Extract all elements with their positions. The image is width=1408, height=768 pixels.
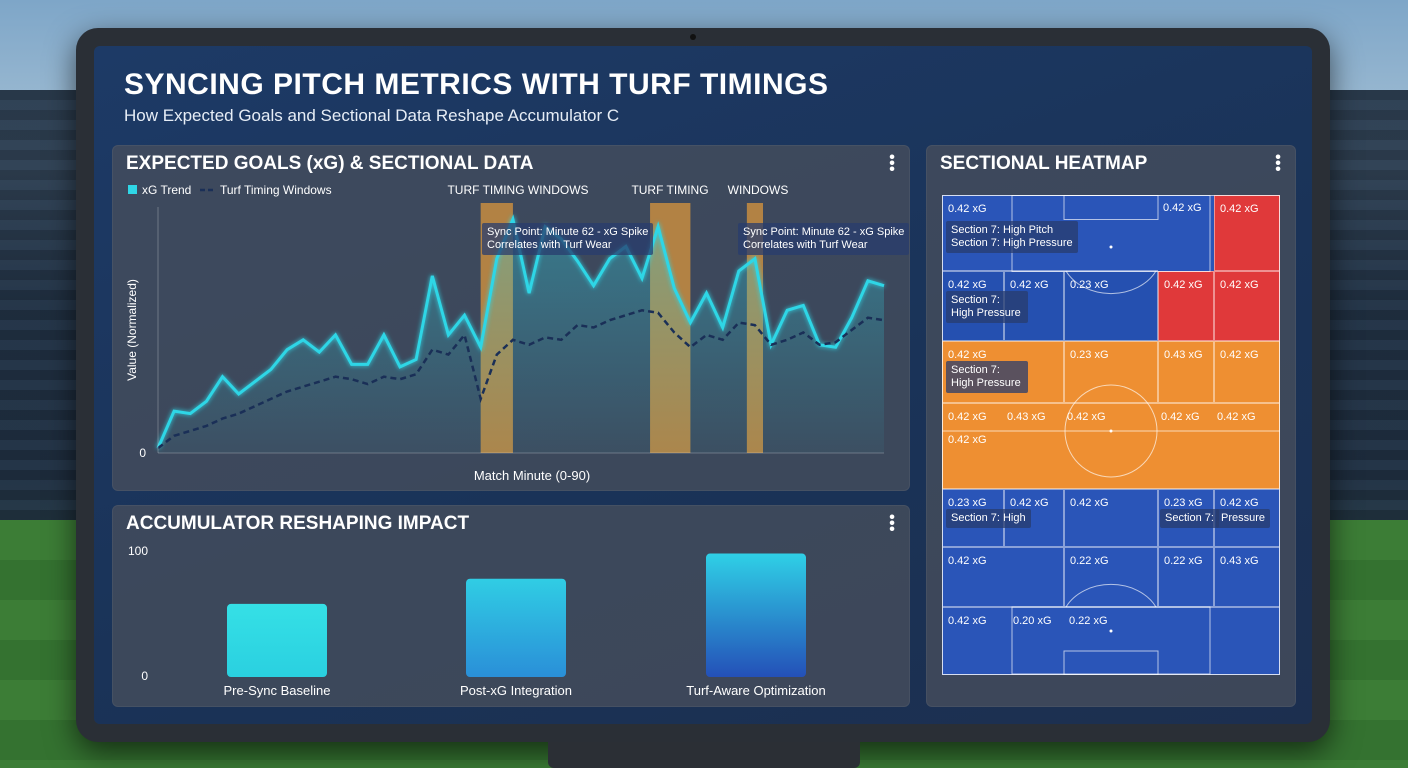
- monitor-stand: [548, 742, 860, 768]
- cell-value: 0.42 xG: [1164, 279, 1203, 291]
- sync-point-callout: Sync Point: Minute 62 - xG Spike Correla…: [738, 223, 910, 255]
- y-axis-label: Value (Normalized): [125, 279, 139, 381]
- bar[interactable]: [466, 578, 566, 677]
- bar[interactable]: [227, 603, 327, 677]
- accumulator-panel-title: ACCUMULATOR RESHAPING IMPACT: [126, 513, 470, 534]
- cell-value: 0.23 xG: [1070, 349, 1109, 361]
- page-title: SYNCING PITCH METRICS WITH TURF TIMINGS: [124, 68, 829, 101]
- heatmap-cell[interactable]: 0.42 xG: [1214, 341, 1280, 403]
- heatmap-cell[interactable]: 0.42 xG: [1214, 195, 1280, 271]
- heatmap-cell[interactable]: 0.42 xG: [1064, 489, 1158, 547]
- callout-line: Correlates with Turf Wear: [743, 239, 868, 251]
- heatmap-cell[interactable]: 0.42 xG: [1158, 195, 1214, 271]
- cell-value: 0.42 xG: [948, 555, 987, 567]
- cell-value: 0.42 xG: [1067, 411, 1106, 423]
- cell-value: 0.42 xG: [1070, 497, 1109, 509]
- window-label: WINDOWS: [728, 183, 789, 197]
- cell-value: 0.42 xG: [948, 434, 987, 446]
- cell-value: 0.43 xG: [1007, 411, 1046, 423]
- xg-trend-line: [156, 214, 885, 449]
- cell-value: 0.42 xG: [1217, 411, 1256, 423]
- section-label-line: Section 7: High Pressure: [951, 237, 1073, 249]
- cell-value: 0.42 xG: [1010, 279, 1049, 291]
- page-subtitle: How Expected Goals and Sectional Data Re…: [124, 106, 620, 125]
- callout-line: Sync Point: Minute 62 - xG Spike: [743, 226, 905, 238]
- cell-value: 0.42 xG: [948, 279, 987, 291]
- cell-value: 0.42 xG: [1220, 349, 1259, 361]
- heatmap-panel-title: SECTIONAL HEATMAP: [940, 153, 1148, 174]
- window-label: TURF TIMING WINDOWS: [447, 183, 588, 197]
- bar[interactable]: [706, 553, 806, 677]
- heatmap-cell[interactable]: 0.42 xG 0.43 xG 0.42 xG 0.42 xG 0.42 xG …: [942, 403, 1280, 489]
- heatmap-cell[interactable]: 0.23 xG: [1064, 271, 1158, 341]
- callout-line: Sync Point: Minute 62 - xG Spike: [487, 226, 649, 238]
- cell-value: 0.22 xG: [1069, 615, 1108, 627]
- bar-category-label: Pre-Sync Baseline: [224, 683, 331, 698]
- cell-value: 0.42 xG: [1163, 202, 1202, 214]
- cell-value: 0.22 xG: [1070, 555, 1109, 567]
- xg-trend-area: [158, 219, 884, 453]
- heatmap-cell[interactable]: 0.42 xG: [1158, 271, 1214, 341]
- sync-point-callout: Sync Point: Minute 62 - xG Spike Correla…: [482, 223, 654, 255]
- bar-category-label: Post-xG Integration: [460, 683, 572, 698]
- window-label: TURF TIMING: [631, 183, 708, 197]
- heatmap-cell[interactable]: 0.42 xG: [942, 547, 1064, 607]
- more-options-icon[interactable]: [1274, 155, 1282, 173]
- section-label: Pressure: [1216, 509, 1271, 528]
- cell-value: 0.42 xG: [948, 411, 987, 423]
- cell-value: 0.42 xG: [1010, 497, 1049, 509]
- section-label-line: Section 7: High Pitch: [951, 224, 1054, 236]
- section-label: Section 7: High Pressure: [946, 291, 1028, 323]
- cell-value: 0.42 xG: [1161, 411, 1200, 423]
- cell-value: 0.42 xG: [1220, 497, 1259, 509]
- section-label: Section 7: High Pitch Section 7: High Pr…: [946, 221, 1078, 253]
- heatmap-cell[interactable]: 0.43 xG: [1158, 341, 1214, 403]
- sectional-heatmap: 0.42 xG 0.42 xG 0.42 xG 0.42 xG 0.42 xG …: [942, 195, 1280, 675]
- xg-panel: EXPECTED GOALS (xG) & SECTIONAL DATA 0 M…: [112, 145, 910, 491]
- turf-timing-line: [157, 309, 885, 450]
- heatmap-cell[interactable]: 0.22 xG: [1158, 547, 1214, 607]
- dashboard-screen: SYNCING PITCH METRICS WITH TURF TIMINGS …: [94, 46, 1312, 724]
- callout-line: Correlates with Turf Wear: [487, 239, 612, 251]
- x-axis-label: Match Minute (0-90): [474, 468, 590, 483]
- y-tick-label: 0: [139, 446, 146, 460]
- cell-value: 0.23 xG: [948, 497, 987, 509]
- xg-line-chart: 0 Match Minute (0-90) Value (Normalized)…: [125, 183, 885, 483]
- cell-value: 0.43 xG: [1220, 555, 1259, 567]
- cell-value: 0.42 xG: [1220, 203, 1259, 215]
- bar-category-label: Turf-Aware Optimization: [686, 683, 825, 698]
- y-tick-label: 0: [141, 669, 148, 683]
- cell-value: 0.42 xG: [948, 349, 987, 361]
- y-tick-label: 100: [128, 544, 148, 558]
- legend-swatch-xg: [128, 185, 137, 194]
- heatmap-cell[interactable]: 0.42 xG: [1214, 271, 1280, 341]
- section-label: Section 7:: [1160, 509, 1219, 528]
- cell-value: 0.43 xG: [1164, 349, 1203, 361]
- legend-label-xg: xG Trend: [142, 183, 191, 197]
- cell-value: 0.23 xG: [1164, 497, 1203, 509]
- cell-value: 0.42 xG: [948, 203, 987, 215]
- legend-label-windows: Turf Timing Windows: [220, 183, 332, 197]
- cell-value: 0.22 xG: [1164, 555, 1203, 567]
- cell-value: 0.23 xG: [1070, 279, 1109, 291]
- webcam-icon: [690, 34, 696, 40]
- section-label: Section 7: High: [946, 509, 1031, 528]
- cell-value: 0.42 xG: [948, 615, 987, 627]
- heatmap-cell[interactable]: 0.43 xG: [1214, 547, 1280, 607]
- cell-value: 0.20 xG: [1013, 615, 1052, 627]
- cell-value: 0.42 xG: [1220, 279, 1259, 291]
- heatmap-cell[interactable]: 0.42 xG 0.20 xG 0.22 xG: [942, 607, 1280, 675]
- accumulator-panel: ACCUMULATOR RESHAPING IMPACT 100 0 Pre-S…: [112, 505, 910, 707]
- xg-panel-title: EXPECTED GOALS (xG) & SECTIONAL DATA: [126, 153, 534, 174]
- heatmap-cell[interactable]: 0.22 xG: [1064, 547, 1158, 607]
- accumulator-bar-chart: 100 0 Pre-Sync Baseline Post-xG Integrati…: [128, 544, 826, 698]
- heatmap-cell[interactable]: 0.23 xG: [1064, 341, 1158, 403]
- section-label: Section 7: High Pressure: [946, 361, 1028, 393]
- heatmap-panel: SECTIONAL HEATMAP 0.42 xG 0.42 xG 0.42 x…: [926, 145, 1296, 707]
